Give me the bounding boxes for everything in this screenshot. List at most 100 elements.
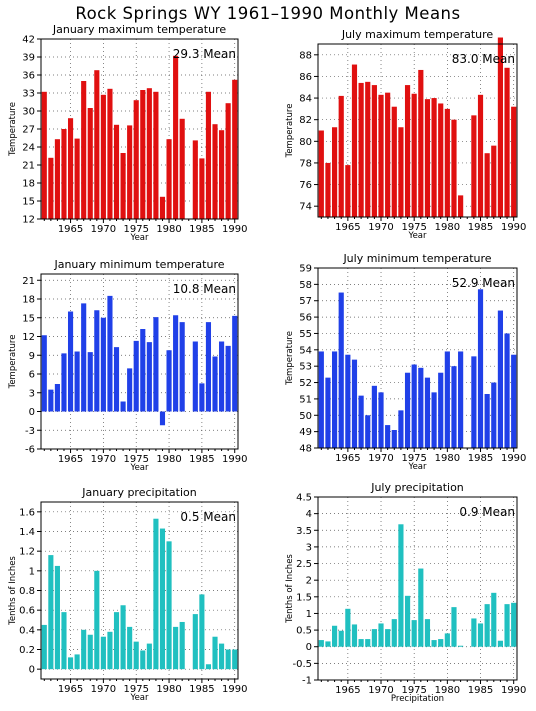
chart-panel-1: January maximum temperature 12 15 18 21 24 27 3… bbox=[8, 23, 247, 243]
bar bbox=[331, 351, 338, 448]
y-tick-label: -3 bbox=[25, 426, 35, 437]
x-tick-label: 1970 bbox=[91, 454, 116, 465]
chart-title: July precipitation bbox=[370, 481, 464, 494]
bar bbox=[81, 303, 87, 412]
bar bbox=[411, 93, 417, 217]
bar bbox=[159, 196, 166, 219]
x-axis-label: Year bbox=[130, 233, 150, 243]
y-tick-label: 56 bbox=[299, 313, 312, 324]
y-tick-label: -6 bbox=[25, 445, 35, 456]
plot-frame bbox=[40, 273, 239, 450]
bar bbox=[371, 85, 377, 218]
bar bbox=[48, 157, 54, 219]
plot-frame bbox=[317, 267, 518, 449]
y-axis-label: Tenths of Inches bbox=[285, 554, 295, 624]
y-tick-label: 30 bbox=[22, 107, 35, 118]
y-tick-label: 74 bbox=[299, 202, 312, 213]
bar bbox=[192, 614, 198, 670]
bar bbox=[133, 100, 139, 219]
bar bbox=[41, 624, 47, 670]
y-tick-label: 59 bbox=[299, 264, 312, 275]
bar bbox=[225, 345, 231, 412]
bar bbox=[212, 124, 218, 219]
bar bbox=[398, 410, 404, 448]
x-tick-label: 1975 bbox=[123, 224, 148, 235]
bar bbox=[365, 81, 371, 217]
x-tick-label: 1965 bbox=[58, 224, 83, 235]
chart-title: January minimum temperature bbox=[53, 258, 224, 271]
x-tick-label: 1965 bbox=[335, 453, 360, 464]
bar bbox=[365, 415, 371, 448]
bar bbox=[371, 629, 377, 647]
bar bbox=[325, 641, 331, 647]
y-tick-label: 4.5 bbox=[296, 493, 312, 504]
chart-title: January maximum temperature bbox=[52, 23, 226, 36]
x-tick-label: 1975 bbox=[401, 222, 426, 233]
bar bbox=[411, 364, 417, 448]
y-tick-label: 57 bbox=[299, 296, 312, 307]
bar bbox=[418, 367, 424, 448]
bar bbox=[133, 641, 139, 670]
y-axis-label: Temperature bbox=[8, 335, 18, 390]
y-tick-label: 52 bbox=[299, 378, 312, 389]
y-tick-label: 58 bbox=[299, 280, 312, 291]
bar bbox=[391, 430, 397, 448]
x-tick-label: 1990 bbox=[501, 222, 526, 233]
x-tick-label: 1980 bbox=[435, 685, 460, 696]
bar bbox=[87, 634, 93, 670]
bar bbox=[471, 618, 477, 647]
x-tick-label: 1965 bbox=[58, 684, 83, 695]
chart-panel-5: January precipitation 0 0.2 0.4 0.6 0.8 1 1.2 1.… bbox=[8, 486, 247, 703]
x-tick-label: 1975 bbox=[123, 684, 148, 695]
y-tick-label: 3.5 bbox=[296, 526, 312, 537]
bar bbox=[378, 392, 384, 448]
y-tick-label: 12 bbox=[22, 332, 35, 343]
bar bbox=[232, 649, 238, 670]
bar bbox=[192, 341, 198, 412]
bar bbox=[398, 524, 404, 647]
bar bbox=[351, 64, 358, 217]
x-tick-label: 1980 bbox=[435, 222, 460, 233]
mean-label: 0.5 Mean bbox=[180, 510, 236, 524]
chart-panel-3: January minimum temperature -6 -3 0 3 6 9 12 15 1… bbox=[8, 258, 247, 473]
bar bbox=[107, 295, 113, 412]
x-tick-label: 1970 bbox=[368, 453, 393, 464]
mean-label: 10.8 Mean bbox=[173, 282, 236, 296]
x-tick-label: 1990 bbox=[501, 453, 526, 464]
y-tick-label: 1.6 bbox=[19, 507, 35, 518]
bar bbox=[120, 153, 126, 219]
bar bbox=[232, 315, 238, 412]
bar bbox=[504, 604, 510, 647]
bar bbox=[338, 630, 344, 647]
bar bbox=[351, 359, 358, 448]
y-tick-label: 0.8 bbox=[19, 586, 35, 597]
y-axis-label: Temperature bbox=[285, 331, 295, 386]
bar bbox=[424, 377, 431, 448]
chart-title: July minimum temperature bbox=[342, 252, 491, 265]
x-tick-label: 1985 bbox=[468, 222, 493, 233]
bar bbox=[140, 329, 146, 412]
bar bbox=[385, 92, 391, 217]
y-tick-label: 15 bbox=[22, 197, 35, 208]
bar bbox=[107, 631, 113, 670]
bar bbox=[345, 608, 351, 647]
bar bbox=[451, 366, 457, 448]
x-tick-label: 1970 bbox=[91, 684, 116, 695]
bar bbox=[484, 153, 490, 217]
bar bbox=[484, 604, 490, 647]
bar bbox=[491, 382, 497, 448]
x-tick-label: 1965 bbox=[335, 222, 360, 233]
y-tick-label: 55 bbox=[299, 329, 312, 340]
x-tick-label: 1990 bbox=[222, 454, 247, 465]
bar bbox=[212, 636, 218, 670]
bar bbox=[444, 351, 450, 448]
bar bbox=[458, 645, 464, 647]
bar bbox=[199, 594, 205, 670]
x-tick-label: 1965 bbox=[335, 685, 360, 696]
y-tick-label: 76 bbox=[299, 180, 312, 191]
bar bbox=[504, 67, 510, 217]
y-tick-label: 18 bbox=[22, 179, 35, 190]
bar bbox=[192, 140, 198, 219]
y-tick-label: 86 bbox=[299, 72, 312, 83]
plot-frame bbox=[317, 496, 518, 681]
